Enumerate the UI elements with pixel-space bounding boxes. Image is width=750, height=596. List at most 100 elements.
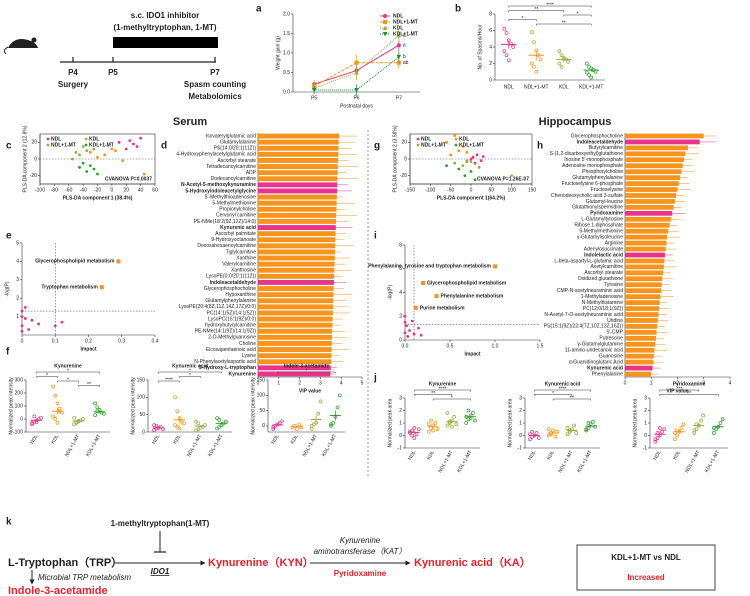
point	[329, 422, 333, 427]
y-tick-label: -20	[400, 173, 407, 179]
y-tick-label: 2	[399, 314, 402, 320]
bar	[258, 298, 334, 304]
category-label: Pyridoxamine	[590, 211, 623, 217]
point	[182, 421, 186, 426]
point	[675, 433, 679, 438]
point	[92, 167, 96, 171]
bar	[258, 316, 333, 322]
significance-label: ****	[165, 377, 173, 383]
y-axis-label: Normalized peak area	[387, 398, 393, 447]
bar	[258, 261, 335, 267]
point	[586, 421, 591, 425]
significance-bracket	[508, 19, 537, 21]
x-tick-label: KDL	[546, 449, 556, 461]
bar	[625, 234, 667, 240]
bar	[625, 312, 659, 317]
x-axis-label: Postnatal days	[340, 103, 373, 109]
y-tick-label: 4	[489, 44, 492, 50]
category-label: Chenodeoxycholic acid 3-sulfate	[551, 193, 623, 199]
y-tick-label: 0	[399, 337, 402, 343]
y-tick-label: 0.0	[283, 89, 290, 95]
y-tick-label: 6	[399, 266, 402, 272]
legend-label: KDL	[89, 136, 99, 142]
significance-label: *	[577, 11, 579, 17]
metabolite: L-Tryptophan（TRP）	[8, 556, 122, 569]
point-label: Phenylalanine, tyrosine and tryptophan m…	[368, 264, 491, 270]
significance-label: ****	[546, 2, 554, 8]
pathway: k 1-methyltryptophan(1-MT) L-Tryptophan（…	[6, 517, 716, 596]
legend-label: NDL+1-MT	[51, 142, 76, 148]
significance-label: *	[189, 368, 191, 374]
x-tick-label: 20	[123, 187, 129, 193]
point	[553, 434, 558, 439]
bar	[258, 255, 335, 261]
category-label: Kynurenic acid	[220, 225, 256, 231]
y-tick-label: 8	[399, 242, 402, 248]
x-tick-label: 0	[624, 380, 627, 386]
point	[528, 437, 532, 442]
category-label: Dodecanoylcarnitine	[211, 176, 257, 182]
x-tick-label: KDL+1-MT	[321, 434, 338, 458]
point	[589, 75, 594, 80]
point	[509, 41, 513, 46]
bar	[258, 353, 332, 359]
bar	[258, 286, 334, 291]
category-label: 5-Methylmethionine	[212, 200, 256, 206]
x-tick-label: -150	[405, 187, 415, 193]
bar	[258, 219, 336, 224]
bar	[258, 371, 331, 377]
x-tick-label: 0	[110, 187, 113, 193]
point	[450, 424, 454, 429]
bar	[258, 164, 338, 169]
point	[85, 170, 89, 173]
bar	[625, 151, 686, 157]
bar	[258, 225, 336, 230]
bar	[625, 228, 669, 234]
y-axis-label: Normalized peak area	[632, 398, 638, 447]
point	[20, 315, 24, 318]
bar	[625, 329, 657, 335]
bar	[258, 365, 331, 371]
section-title: Serum	[173, 116, 207, 128]
y-tick-label: 1	[399, 420, 402, 426]
y-tick-label: 2	[519, 408, 522, 414]
x-tick-label: KDL	[50, 433, 60, 445]
bar	[258, 200, 337, 206]
bar	[258, 280, 334, 285]
point	[53, 324, 57, 328]
enzyme: IDO1	[151, 567, 170, 576]
y-tick-label: 150	[137, 377, 146, 383]
y-tick-label: 0	[262, 423, 265, 429]
x-tick-label: 150	[528, 187, 537, 193]
point	[408, 429, 412, 434]
bar	[625, 222, 670, 228]
chart-title: Kynurenine	[429, 381, 457, 387]
point	[433, 421, 438, 425]
point	[311, 88, 317, 93]
point	[396, 43, 401, 48]
significance-bracket	[552, 398, 591, 401]
x-tick-label: 3	[319, 380, 322, 386]
category-label: 5-Methylmethionine	[579, 229, 623, 235]
point	[337, 393, 342, 398]
bar	[258, 170, 338, 176]
y-tick-label: 6	[489, 28, 492, 34]
category-label: CMP-N-acetylneuraminic acid	[557, 288, 623, 294]
point	[557, 61, 562, 66]
point	[124, 147, 128, 151]
point	[672, 437, 677, 442]
legend-marker	[46, 143, 50, 147]
x-tick-label: 0	[470, 187, 473, 193]
x-tick-label: 0	[21, 338, 24, 344]
point	[469, 157, 473, 161]
point	[720, 417, 725, 422]
category-label: N-Acetyl-7-O-acetylneuraminic acid	[544, 312, 623, 318]
point	[297, 422, 301, 427]
bar	[625, 335, 656, 341]
category-label: Kynurenic acid	[587, 365, 623, 371]
category-label: Kynurenine	[228, 371, 256, 377]
chart-title: Pyridoxamine	[673, 381, 706, 387]
x-tick-label: 1.0	[492, 343, 499, 349]
significance-bracket	[158, 371, 222, 374]
point	[99, 285, 104, 290]
